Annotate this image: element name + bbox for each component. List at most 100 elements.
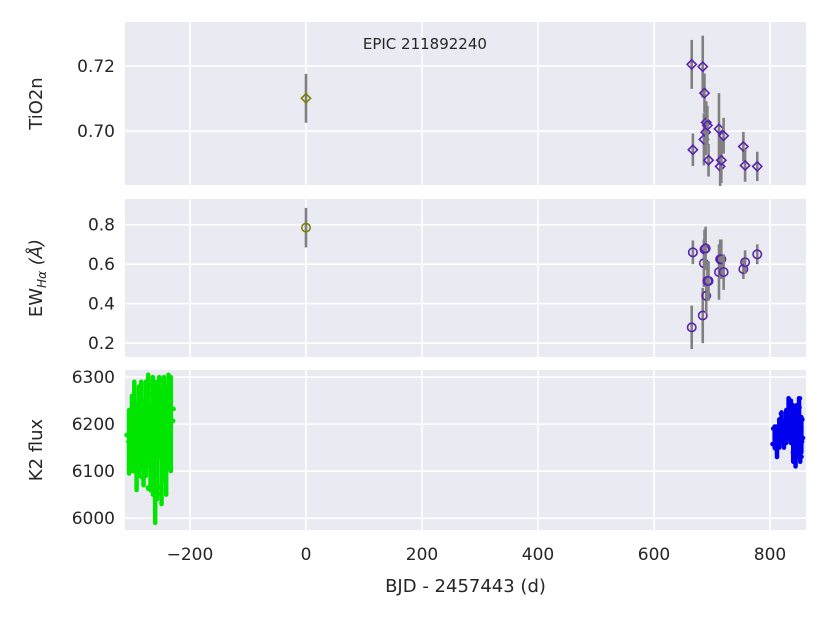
data-point: [739, 159, 751, 172]
flux-point: [163, 401, 168, 407]
flux-point: [124, 432, 129, 438]
data-point: [737, 140, 750, 153]
panel-tio2n: 0.70 0.72 EPIC 211892240 TiO2n: [26, 22, 806, 186]
flux-point: [778, 411, 784, 416]
flux-point: [776, 444, 781, 449]
y-tick-label: 0.8: [88, 216, 115, 236]
flux-point: [776, 424, 781, 429]
y-tick-label: 0.6: [88, 255, 115, 275]
x-tick-label: 800: [754, 545, 786, 565]
flux-point: [788, 433, 793, 438]
flux-point: [144, 444, 149, 449]
flux-point: [171, 418, 176, 423]
flux-point: [800, 435, 806, 441]
flux-point: [154, 395, 160, 400]
flux-point: [140, 468, 146, 473]
plot-area-k2-flux: [125, 370, 806, 530]
flux-point: [137, 440, 142, 445]
data-point: [697, 60, 709, 73]
y-tick-label: 6300: [72, 368, 115, 388]
panel-ew-halpha: 0.2 0.4 0.6 0.8 EWHα (Å): [25, 199, 806, 357]
data-point: [300, 92, 312, 105]
x-tick-label: 600: [638, 545, 670, 565]
data-point: [740, 257, 751, 268]
ew-label-subscript: Hα: [35, 271, 49, 288]
flux-point: [141, 449, 146, 454]
y-axis-label-k2-flux: K2 flux: [26, 418, 47, 481]
flux-point: [799, 454, 804, 459]
x-tick-label: 0: [301, 545, 312, 565]
flux-point: [793, 430, 798, 435]
data-point: [717, 130, 730, 142]
data-point: [687, 247, 698, 258]
flux-point: [135, 400, 140, 406]
data-point: [698, 87, 711, 99]
flux-point: [147, 410, 153, 416]
panel-k2-flux: 6000 6100 6200 6300 −200 0 200 400 600 800 K2 fl…: [26, 368, 806, 597]
flux-point: [148, 403, 154, 409]
y-axis-label-ew-halpha: EWHα (Å): [25, 239, 49, 317]
data-point: [300, 222, 311, 233]
flux-point: [770, 426, 776, 431]
flux-point: [164, 416, 169, 421]
flux-point: [128, 416, 133, 421]
y-tick-label: 0.2: [88, 334, 115, 354]
data-point: [752, 249, 763, 260]
x-axis-label: BJD - 2457443 (d): [385, 576, 546, 597]
flux-point: [148, 486, 153, 492]
data-point: [738, 264, 749, 275]
flux-point: [151, 477, 157, 482]
flux-point: [127, 464, 132, 469]
data-point: [700, 243, 711, 254]
flux-point: [131, 396, 137, 401]
flux-point: [166, 432, 171, 437]
data-point: [718, 267, 729, 278]
chart-title: EPIC 211892240: [363, 35, 487, 53]
x-tick-label: 200: [406, 545, 438, 565]
flux-point: [797, 405, 802, 410]
ew-label-main: EW: [26, 288, 47, 317]
flux-point: [171, 406, 176, 412]
data-point: [702, 154, 715, 166]
y-tick-label: 0.70: [77, 122, 115, 142]
flux-point: [161, 377, 166, 382]
flux-point: [784, 410, 789, 415]
data-point: [697, 310, 708, 321]
y-tick-label: 6200: [72, 415, 115, 435]
y-tick-label: 6000: [72, 509, 115, 529]
flux-point: [153, 483, 158, 488]
x-tick-label: −200: [167, 545, 214, 565]
data-point: [687, 144, 699, 156]
flux-point: [151, 381, 157, 387]
flux-point: [158, 492, 164, 497]
flux-point: [773, 436, 778, 442]
flux-point: [139, 427, 144, 432]
ew-label-unit: (Å): [25, 239, 47, 271]
flux-point: [153, 415, 158, 421]
flux-point: [797, 445, 803, 450]
flux-point: [797, 396, 803, 401]
data-point: [703, 275, 714, 286]
flux-point: [786, 423, 791, 428]
flux-point: [772, 442, 778, 448]
y-tick-label: 0.72: [77, 57, 115, 77]
flux-point: [797, 434, 802, 439]
data-point: [715, 154, 728, 166]
y-axis-label-tio2n: TiO2n: [26, 77, 47, 130]
y-tick-label: 0.4: [88, 295, 115, 315]
flux-point: [167, 466, 172, 471]
data-point: [685, 58, 698, 71]
flux-point: [126, 439, 131, 444]
data-point: [716, 254, 727, 265]
flux-point: [139, 475, 145, 480]
data-point: [713, 123, 725, 135]
flux-point: [131, 417, 137, 423]
x-tick-label: 400: [522, 545, 554, 565]
flux-point: [129, 457, 134, 463]
flux-point: [156, 484, 162, 490]
flux-point: [800, 417, 805, 422]
data-point: [701, 119, 714, 132]
y-tick-label: 6100: [72, 462, 115, 482]
data-point: [751, 160, 764, 173]
